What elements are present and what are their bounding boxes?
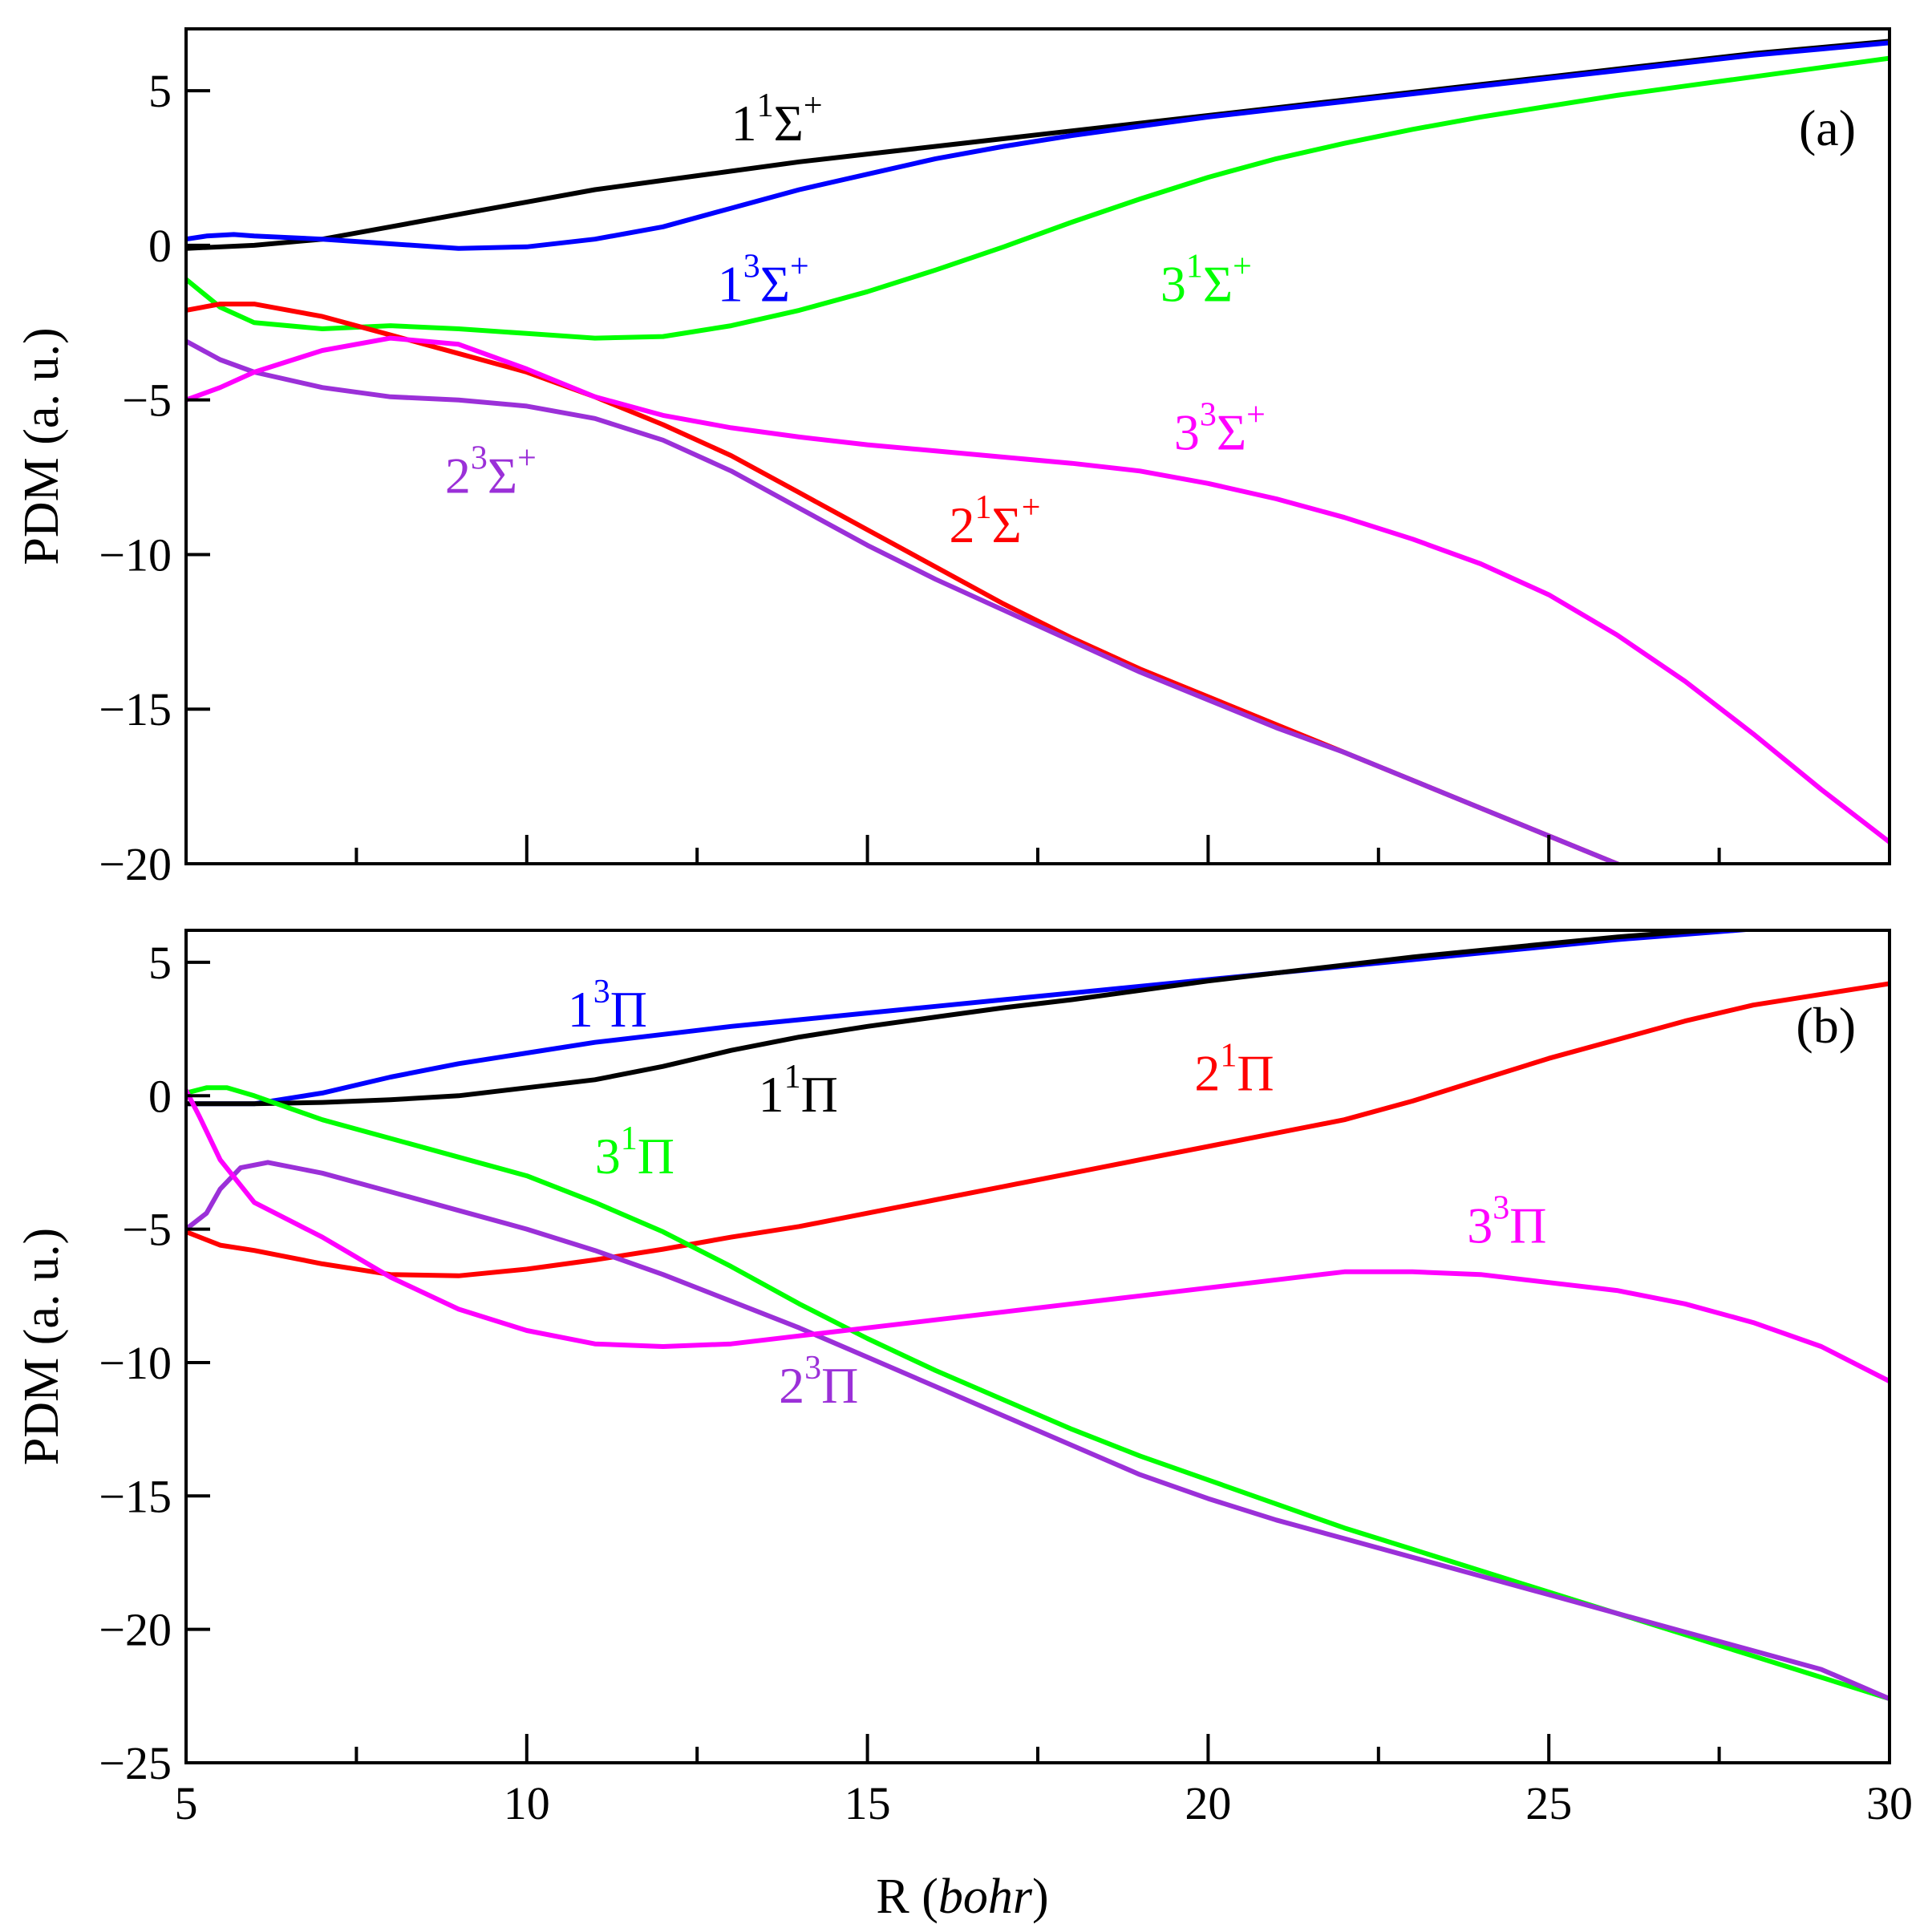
curve-label-3_1Pi: 31Π: [595, 1120, 674, 1185]
curve-label-2_3Pi: 23Π: [779, 1350, 858, 1414]
curve-label-2_1Sigma+: 21Σ+: [950, 489, 1041, 553]
curve-label-1_3Pi: 13Π: [568, 974, 647, 1038]
y-tick-label: −10: [99, 529, 172, 581]
curve-label-1_3Sigma+: 13Σ+: [718, 248, 809, 312]
curve-1_3Pi: [186, 930, 1756, 1107]
x-axis-label: R (bohr): [876, 1869, 1048, 1924]
y-tick-label: 0: [148, 220, 172, 272]
y-tick-label: −15: [99, 683, 172, 735]
curve-2_3Pi: [186, 1160, 1890, 1702]
y-tick-label: −20: [99, 838, 172, 890]
plot-frame: [184, 27, 1891, 865]
curve-2_1Sigma+: [186, 302, 1623, 864]
curve-label-3_3Sigma+: 33Σ+: [1174, 396, 1266, 460]
curve-2_3Sigma+: [186, 338, 1623, 864]
y-tick-label: 0: [148, 1070, 172, 1122]
x-tick-label: 20: [1185, 1777, 1231, 1829]
y-tick-label: −15: [99, 1470, 172, 1522]
y-tick-label: −25: [99, 1737, 172, 1789]
curve-1_3Sigma+: [186, 40, 1890, 251]
curve-1_1Pi: [186, 930, 1750, 1107]
curve-label-3_3Pi: 33Π: [1467, 1189, 1546, 1254]
x-tick-label: 15: [845, 1777, 891, 1829]
curve-2_1Pi: [186, 981, 1890, 1278]
y-tick-label: −5: [122, 375, 172, 427]
y-tick-label: 5: [148, 937, 172, 989]
y-tick-label: 5: [148, 65, 172, 117]
y-tick-label: −10: [99, 1337, 172, 1389]
curve-3_1Sigma+: [186, 55, 1890, 341]
curve-label-2_3Sigma+: 23Σ+: [445, 439, 537, 504]
curve-label-3_1Sigma+: 31Σ+: [1160, 248, 1252, 312]
x-tick-label: 25: [1525, 1777, 1572, 1829]
y-tick-label: −5: [122, 1204, 172, 1256]
x-tick-label: 10: [504, 1777, 550, 1829]
plot-frame: [184, 929, 1891, 1764]
curve-3_3Pi: [186, 1088, 1890, 1384]
y-axis-label: PDM (a. u.): [14, 327, 69, 565]
curve-label-1_1Sigma+: 11Σ+: [731, 87, 823, 152]
curve-label-2_1Pi: 21Π: [1194, 1038, 1274, 1102]
y-axis-label: PDM (a. u.): [14, 1228, 69, 1465]
x-tick-label: 30: [1866, 1777, 1913, 1829]
curve-3_3Sigma+: [186, 335, 1890, 844]
x-tick-label: 5: [175, 1777, 198, 1829]
panel-label: (a): [1799, 99, 1856, 156]
curve-label-1_1Pi: 11Π: [759, 1059, 838, 1123]
y-tick-label: −20: [99, 1604, 172, 1656]
panel-label: (b): [1796, 997, 1856, 1054]
panel-a: 5 0 −5 −10 −15 −20 PDM (a. u.) (a) 11Σ+ 13Σ+ 31Σ+ 2…: [14, 27, 1891, 890]
curve-1_1Sigma+: [186, 38, 1890, 251]
